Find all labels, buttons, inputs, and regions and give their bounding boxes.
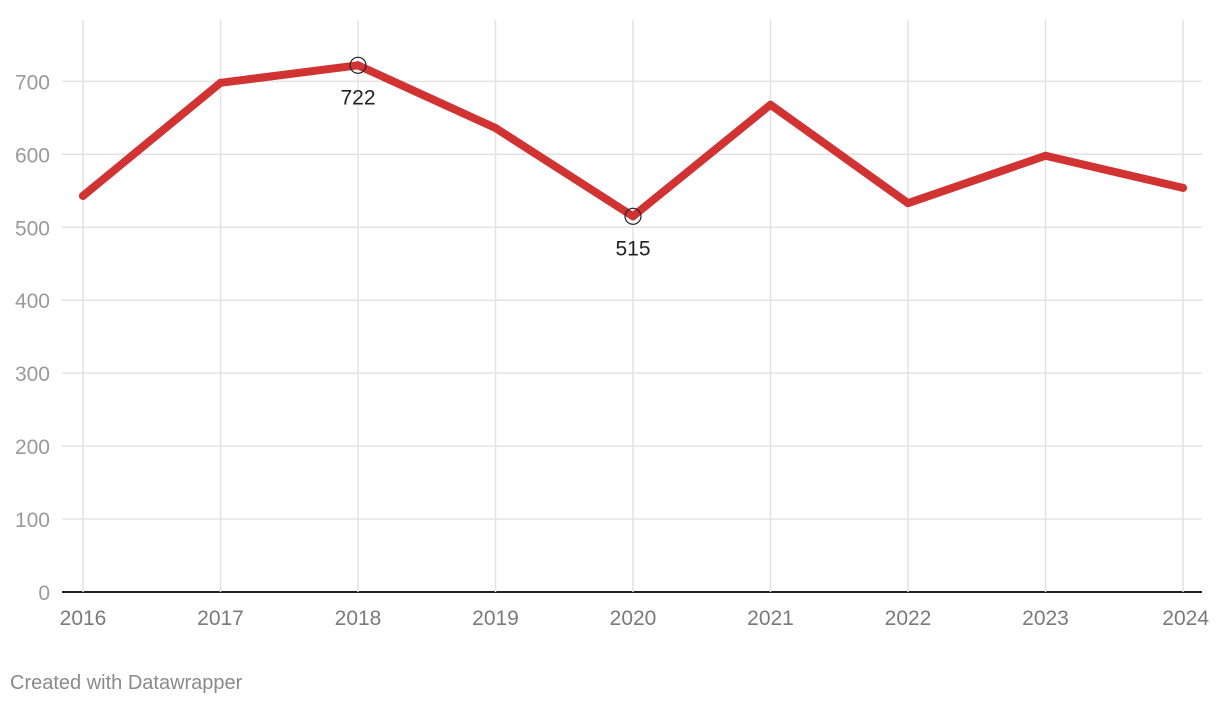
y-tick-label: 500 <box>15 217 50 240</box>
data-point <box>1041 151 1050 160</box>
x-tick-label: 2023 <box>1022 607 1069 630</box>
x-tick-label: 2020 <box>610 607 657 630</box>
data-point <box>1179 183 1187 192</box>
y-tick-label: 200 <box>15 436 50 459</box>
footer-credit: Created with Datawrapper <box>10 672 243 694</box>
y-tick-label: 400 <box>15 290 50 313</box>
x-tick-label: 2024 <box>1162 607 1209 630</box>
x-tick-label: 2022 <box>885 607 932 630</box>
y-tick-label: 300 <box>15 363 50 386</box>
data-point <box>629 212 637 221</box>
x-tick-label: 2018 <box>335 607 382 630</box>
x-tick-label: 2019 <box>472 607 519 630</box>
series-group <box>79 61 1187 221</box>
data-point <box>354 61 362 70</box>
data-point <box>491 124 500 133</box>
annotations: 722 515 <box>340 56 651 260</box>
x-tick-label: 2021 <box>747 607 794 630</box>
x-gridlines <box>82 20 1184 592</box>
x-tick-label: 2016 <box>60 607 107 630</box>
x-axis-ticks: 2016 2017 2018 2019 2020 2021 2022 2023 2024 <box>60 607 1210 630</box>
y-tick-label: 600 <box>15 144 50 167</box>
y-tick-label: 700 <box>15 71 50 94</box>
data-point <box>904 199 912 208</box>
x-tick-label: 2017 <box>197 607 244 630</box>
y-axis-ticks: 0 100 200 300 400 500 600 700 <box>15 71 50 605</box>
data-label: 722 <box>340 86 375 109</box>
data-point <box>216 78 225 87</box>
annotation-marker <box>349 56 367 74</box>
data-point <box>79 191 87 200</box>
data-point <box>766 100 775 109</box>
y-tick-label: 100 <box>15 509 50 532</box>
data-label: 515 <box>615 237 650 260</box>
y-tick-label: 0 <box>38 582 50 605</box>
annotation-marker <box>624 207 642 225</box>
